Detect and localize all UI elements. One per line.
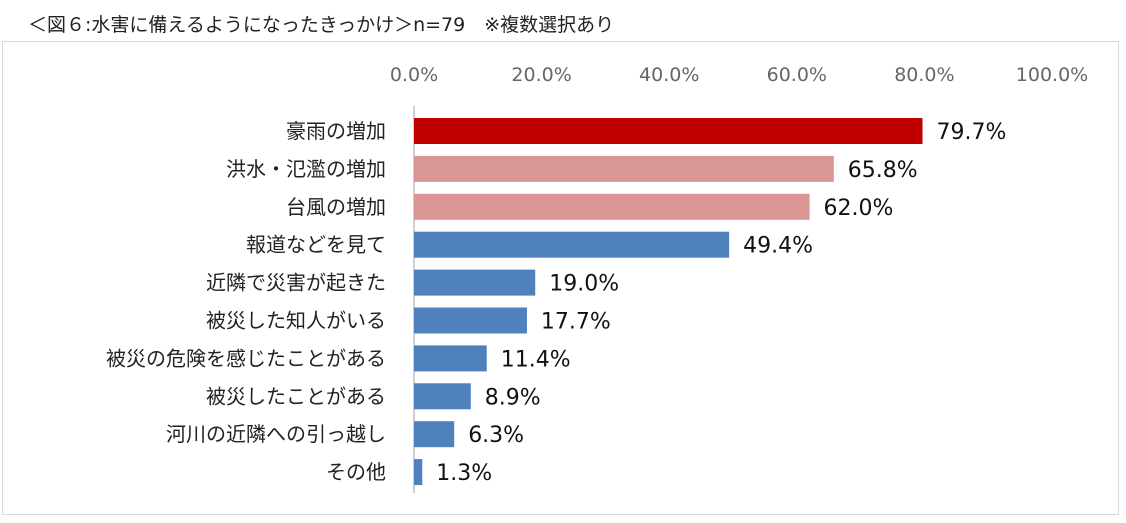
x-tick-label: 40.0% [639, 64, 699, 86]
x-tick-label: 60.0% [767, 64, 827, 86]
category-label: 豪雨の増加 [286, 119, 386, 143]
value-label: 62.0% [824, 196, 894, 221]
bar [414, 231, 730, 258]
x-tick-label: 100.0% [1016, 64, 1088, 86]
category-label: 河川の近隣への引っ越し [166, 422, 386, 446]
value-label: 6.3% [468, 423, 524, 448]
bar [414, 421, 455, 448]
category-label: 被災した知人がいる [206, 309, 386, 333]
category-label: 被災の危険を感じたことがある [106, 346, 386, 370]
x-axis-ticks: 0.0% 20.0% 40.0% 60.0% 80.0% 100.0% [390, 64, 1088, 86]
x-tick-label: 20.0% [511, 64, 571, 86]
value-labels: 79.7% 65.8% 62.0% 49.4% 19.0% 17.7% 11.4% 8.9% 6… [436, 120, 1006, 486]
bar [414, 269, 536, 296]
category-label: 被災したことがある [206, 384, 386, 408]
value-label: 17.7% [541, 310, 611, 335]
x-tick-label: 80.0% [894, 64, 954, 86]
value-label: 1.3% [436, 461, 492, 486]
bar [414, 118, 923, 144]
value-label: 8.9% [485, 385, 541, 410]
bar [414, 459, 423, 486]
bar [414, 193, 810, 220]
value-label: 79.7% [936, 120, 1006, 145]
category-labels: 豪雨の増加洪水・氾濫の増加台風の増加報道などを見て近隣で災害が起きた被災した知人… [106, 119, 386, 484]
category-label: その他 [326, 460, 386, 484]
category-label: 台風の増加 [286, 195, 386, 219]
category-label: 近隣で災害が起きた [206, 271, 386, 295]
bar [414, 383, 471, 410]
bar [414, 345, 487, 372]
bar [414, 307, 527, 334]
category-label: 報道などを見て [246, 233, 386, 257]
value-label: 11.4% [501, 347, 571, 372]
chart-title: ＜図６:水害に備えるようになったきっかけ＞n=79 ※複数選択あり [28, 14, 615, 36]
value-label: 49.4% [743, 234, 813, 259]
bars [414, 118, 923, 486]
chart-frame [2, 41, 1119, 515]
category-label: 洪水・氾濫の増加 [226, 157, 386, 181]
x-tick-label: 0.0% [390, 64, 438, 86]
value-label: 65.8% [848, 158, 918, 183]
value-label: 19.0% [549, 272, 619, 297]
bar [414, 155, 834, 182]
